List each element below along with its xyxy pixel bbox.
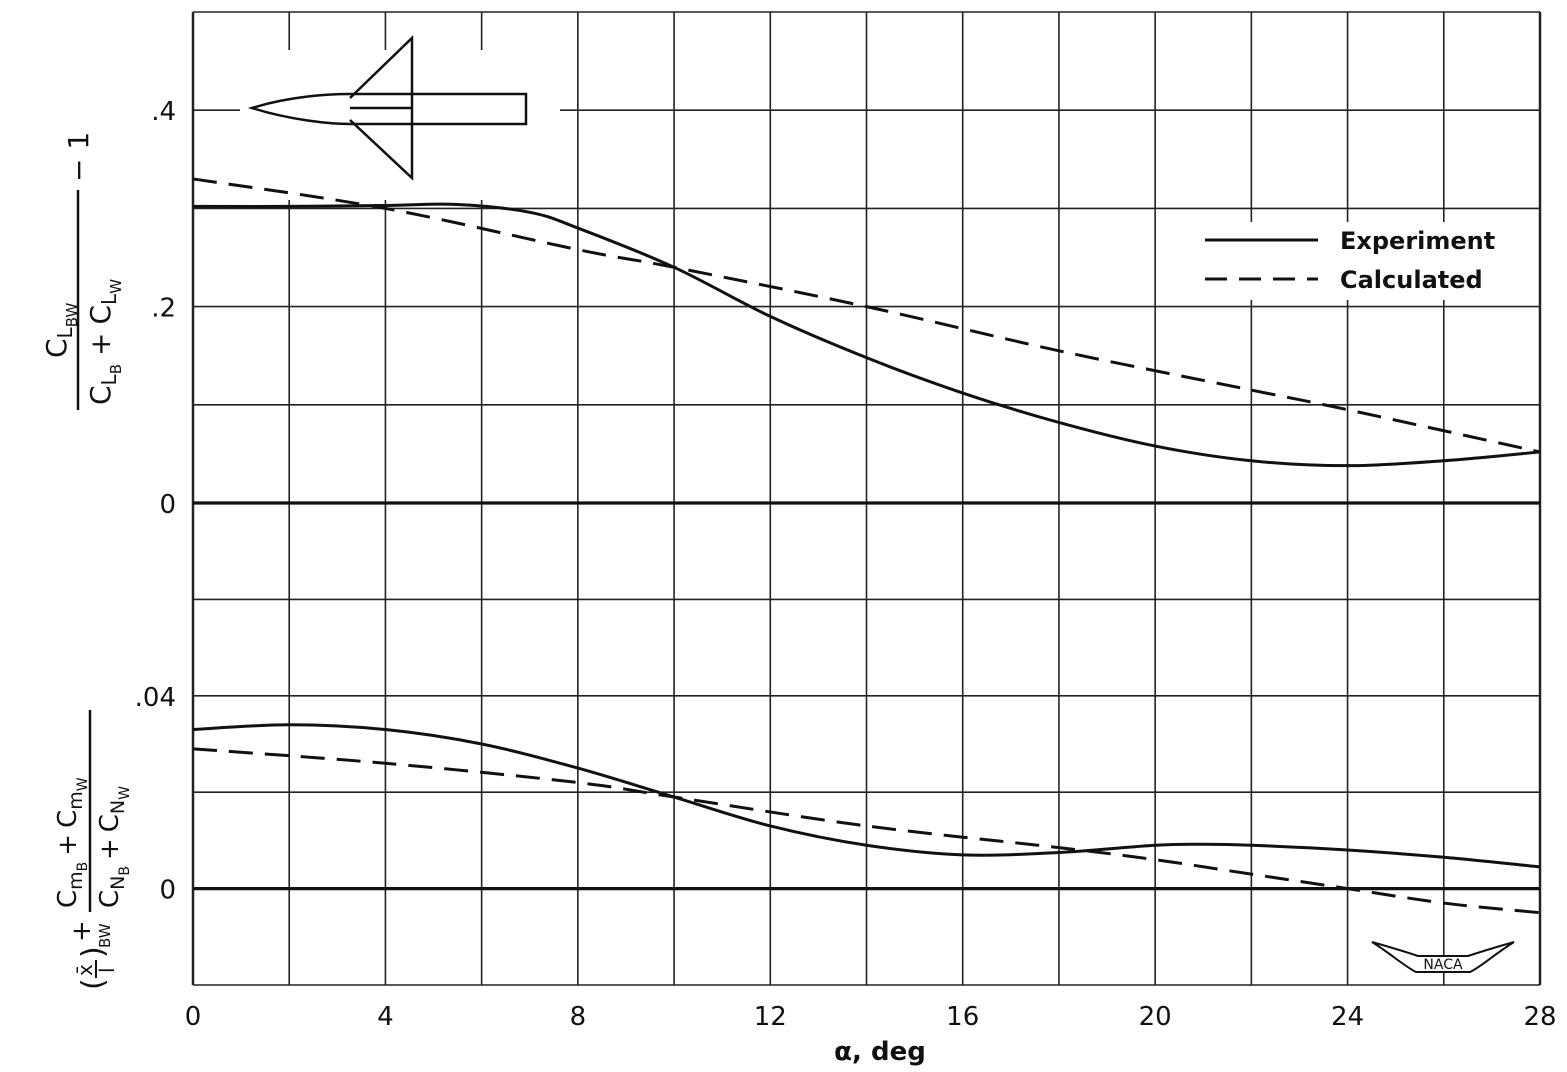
svg-text:x̄: x̄ bbox=[73, 964, 97, 976]
x-tick-label: 20 bbox=[1139, 1002, 1172, 1032]
lift-y-axis-label: CLBW CLB+CLW − 1 bbox=[40, 132, 125, 410]
lift-y-tick-label: 0 bbox=[159, 490, 176, 520]
moment-y-tick-label: .04 bbox=[135, 683, 176, 713]
legend-experiment-label: Experiment bbox=[1340, 227, 1495, 255]
moment-calculated-line bbox=[192, 747, 1541, 915]
x-tick-label: 0 bbox=[185, 1002, 202, 1032]
x-tick-label: 28 bbox=[1523, 1002, 1556, 1032]
moment-y-axis-label: ( x̄ l ) BW + CmB+CmW CNB+CNW bbox=[53, 710, 133, 990]
svg-text:− 1: − 1 bbox=[62, 132, 95, 182]
svg-text:l: l bbox=[95, 967, 119, 973]
series-layer bbox=[192, 177, 1541, 915]
moment-experiment-line bbox=[192, 723, 1541, 869]
svg-text:CLBW: CLBW bbox=[40, 303, 81, 358]
tick-labels: .4 .2 0 .04 0 0 4 8 12 16 20 24 28 bbox=[135, 97, 1557, 1032]
lift-y-tick-label: .2 bbox=[151, 294, 176, 324]
x-tick-label: 4 bbox=[377, 1002, 394, 1032]
svg-text:(: ( bbox=[76, 978, 111, 990]
lift-experiment-line bbox=[192, 202, 1541, 468]
svg-text:CLB+CLW: CLB+CLW bbox=[84, 279, 125, 405]
svg-text:): ) bbox=[76, 946, 111, 958]
legend-calculated-label: Calculated bbox=[1340, 266, 1483, 294]
moment-y-tick-label: 0 bbox=[159, 876, 176, 906]
lift-y-tick-label: .4 bbox=[151, 97, 176, 127]
naca-logo: NACA bbox=[1371, 941, 1515, 973]
x-tick-label: 12 bbox=[754, 1002, 787, 1032]
svg-text:CNB+CNW: CNB+CNW bbox=[95, 786, 133, 908]
body-wing-sketch-icon bbox=[240, 35, 560, 200]
x-axis-label: α, deg bbox=[834, 1037, 926, 1067]
naca-logo-text: NACA bbox=[1423, 957, 1463, 973]
svg-text:BW: BW bbox=[96, 923, 114, 948]
zero-lines bbox=[193, 501, 1540, 891]
svg-text:CmB+CmW: CmB+CmW bbox=[53, 777, 91, 908]
lift-calculated-line bbox=[192, 177, 1541, 454]
svg-text:+: + bbox=[67, 920, 97, 942]
x-tick-label: 16 bbox=[946, 1002, 979, 1032]
x-tick-label: 8 bbox=[570, 1002, 587, 1032]
legend: Experiment Calculated bbox=[1195, 222, 1513, 300]
x-tick-label: 24 bbox=[1331, 1002, 1364, 1032]
